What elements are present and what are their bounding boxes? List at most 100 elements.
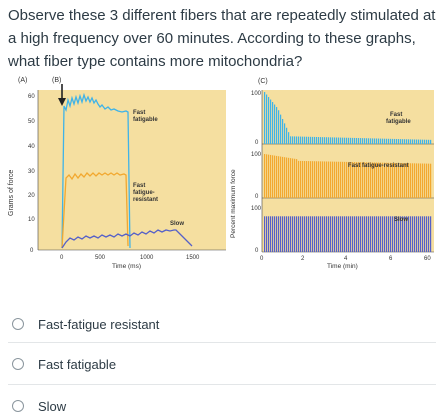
force-bar [400,163,402,198]
force-bar [322,137,324,144]
force-bar [304,161,306,198]
radio-button[interactable] [12,358,24,370]
force-bar [344,216,346,252]
force-bar [282,156,284,198]
force-bar [270,99,272,144]
force-bar [420,216,422,252]
force-bar [276,155,278,198]
force-bar [400,139,402,144]
right-ylabel: Percent maximum force [230,169,237,238]
force-bar [380,138,382,144]
force-bar [300,136,302,144]
force-bar [380,162,382,198]
force-bar [394,138,396,144]
force-bar [358,162,360,198]
force-bar [276,216,278,252]
ytick: 40 [28,144,35,150]
force-bar [308,216,310,252]
xtick: 60 [424,256,431,262]
force-bar [306,161,308,198]
force-bar [372,216,374,252]
force-bar [292,158,294,198]
force-bar [302,136,304,144]
force-bar [312,161,314,198]
force-bar [384,162,386,198]
force-bar [374,216,376,252]
force-bar [336,137,338,144]
ytick: 0 [30,248,34,254]
ytick: 60 [28,94,35,100]
fast-fatigue-resistant-curve [61,172,129,249]
force-bar [364,138,366,144]
force-bar [318,137,320,144]
force-bar [326,161,328,198]
radio-button[interactable] [12,400,24,412]
force-bar [418,216,420,252]
force-bar [342,137,344,144]
force-bar [424,139,426,144]
force-bar [414,216,416,252]
force-bar [350,161,352,198]
option-label: Fast-fatigue resistant [38,316,160,332]
rp2-top: 100 [251,152,262,158]
force-bar [372,162,374,198]
force-bar [406,216,408,252]
force-bar [304,216,306,252]
force-bar [302,216,304,252]
force-bar [414,163,416,198]
force-bar [368,162,370,198]
force-bar [298,136,300,144]
force-bar [290,216,292,252]
force-bar [402,216,404,252]
right-xlabel: Time (min) [327,263,358,270]
force-bar [412,163,414,198]
force-bar [412,216,414,252]
force-bar [422,163,424,198]
force-bar [306,136,308,144]
force-bar [350,137,352,144]
force-bar [310,216,312,252]
force-bar [296,216,298,252]
force-bar [358,138,360,144]
xtick: 4 [344,256,348,262]
force-bar [294,136,296,144]
force-bar [416,216,418,252]
left-xticks: 0 500 1000 1500 [60,255,200,261]
force-bar [296,159,298,198]
force-bar [294,216,296,252]
force-bar [428,139,430,144]
force-bar [394,216,396,252]
force-bar [332,137,334,144]
force-bar [418,163,420,198]
option-fast-fatigue-resistant[interactable]: Fast-fatigue resistant [12,311,159,337]
radio-button[interactable] [12,318,24,330]
force-bar [270,154,272,198]
option-fast-fatigable[interactable]: Fast fatigable [12,351,116,377]
force-bar [344,161,346,198]
label-fast-fatigable-2: fatigable [133,117,158,123]
force-bar [384,138,386,144]
force-bar [380,216,382,252]
label-ffr-2: fatigue- [133,190,155,196]
force-bar [264,92,266,144]
force-bar [280,216,282,252]
force-bar [320,137,322,144]
slow-bars [264,216,432,252]
force-bar [282,216,284,252]
xtick: 2 [301,256,305,262]
force-bar [306,216,308,252]
force-bar [402,139,404,144]
force-bar [382,162,384,198]
force-bar [396,216,398,252]
option-slow[interactable]: Slow [12,393,66,419]
ytick: 50 [28,119,35,125]
force-bar [406,139,408,144]
force-bar [370,138,372,144]
force-bar [394,162,396,198]
force-bar [352,137,354,144]
force-bar [278,216,280,252]
force-bar [374,162,376,198]
force-bar [346,161,348,198]
force-bar [324,161,326,198]
force-bar [424,163,426,198]
